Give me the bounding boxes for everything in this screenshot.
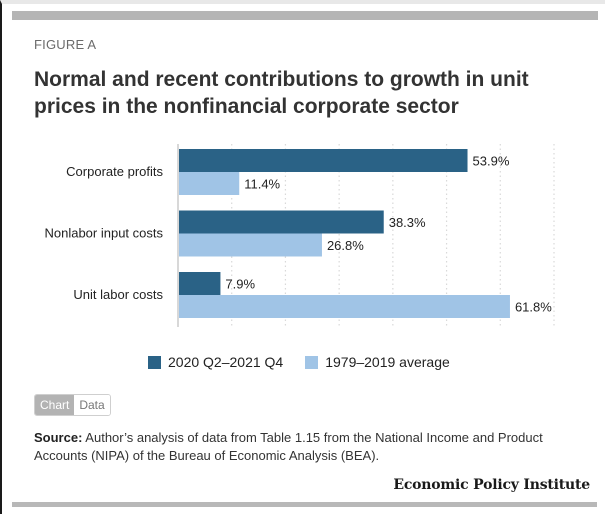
legend-item-average: 1979–2019 average (305, 354, 450, 370)
category-label-nonlabor-input-costs: Nonlabor input costs (44, 226, 163, 241)
value-label-nonlabor-input-costs-recent: 38.3% (389, 215, 426, 230)
source-prefix: Source: (34, 430, 83, 445)
top-divider (12, 11, 598, 20)
value-label-corporate-profits-average: 11.4% (244, 177, 280, 192)
category-label-corporate-profits: Corporate profits (66, 164, 163, 179)
bar-unit-labor-costs-recent (179, 272, 221, 295)
chart-tab-button[interactable]: Chart (35, 395, 75, 415)
category-label-unit-labor-costs: Unit labor costs (73, 287, 163, 302)
legend: 2020 Q2–2021 Q4 1979–2019 average (148, 354, 472, 370)
bar-chart: Corporate profits 53.9% 11.4% Nonlabor inpu… (44, 144, 555, 327)
label-layer: Corporate profits 53.9% 11.4% Nonlabor inpu… (44, 154, 552, 315)
figure-label: FIGURE A (34, 37, 97, 52)
chart-data-toggle: Chart Data (34, 394, 111, 416)
legend-label-average: 1979–2019 average (325, 354, 450, 370)
value-label-corporate-profits-recent: 53.9% (473, 154, 510, 169)
value-label-unit-labor-costs-recent: 7.9% (225, 277, 255, 292)
bottom-divider (12, 502, 597, 507)
bar-layer (179, 149, 510, 318)
value-label-unit-labor-costs-average: 61.8% (515, 300, 552, 315)
source-note: Source: Author’s analysis of data from T… (34, 429, 574, 465)
legend-swatch-recent (148, 355, 161, 369)
bar-corporate-profits-average (179, 172, 240, 195)
bar-nonlabor-input-costs-recent (179, 210, 384, 234)
legend-label-recent: 2020 Q2–2021 Q4 (168, 354, 284, 370)
epi-logo: Economic Policy Institute (393, 477, 590, 493)
legend-item-recent: 2020 Q2–2021 Q4 (148, 354, 283, 370)
bar-corporate-profits-recent (179, 149, 468, 172)
source-text: Author’s analysis of data from Table 1.1… (34, 430, 543, 463)
data-tab-button[interactable]: Data (74, 395, 110, 415)
bar-unit-labor-costs-average (179, 295, 510, 318)
value-label-nonlabor-input-costs-average: 26.8% (327, 238, 364, 253)
bar-nonlabor-input-costs-average (179, 233, 322, 257)
chart-title: Normal and recent contributions to growt… (34, 68, 529, 118)
legend-swatch-average (305, 355, 319, 369)
